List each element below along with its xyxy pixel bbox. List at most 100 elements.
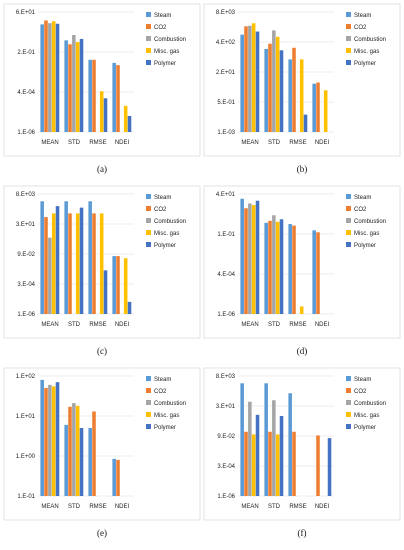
bar-steam-std bbox=[64, 424, 68, 496]
legend-swatch bbox=[346, 24, 351, 29]
bar-misc-gas-std bbox=[75, 42, 80, 132]
legend-entry: Polymer bbox=[154, 61, 176, 67]
bar-steam-ndei bbox=[312, 83, 316, 132]
panel-label: (f) bbox=[298, 528, 307, 538]
legend-swatch bbox=[146, 36, 151, 41]
legend-entry: CO2 bbox=[354, 207, 367, 213]
x-category-label: NDEI bbox=[115, 140, 130, 146]
bar-steam-mean bbox=[240, 34, 244, 132]
y-tick-label: 4.E+01 bbox=[216, 192, 236, 198]
legend-entry: Misc. gas bbox=[354, 231, 379, 237]
legend-entry: Misc. gas bbox=[154, 49, 179, 55]
legend-swatch bbox=[146, 230, 151, 235]
x-category-label: NDEI bbox=[315, 140, 330, 146]
bar-co2-rmse bbox=[292, 47, 296, 132]
legend-entry: CO2 bbox=[154, 389, 167, 395]
x-category-label: STD bbox=[68, 322, 81, 328]
panel-3: 8.E+03 3.E+01 9.E-02 3.E-04 1.E-06 MEAN STD RMS… bbox=[3, 185, 201, 339]
legend-swatch bbox=[346, 388, 351, 393]
legend-entry: Polymer bbox=[154, 243, 176, 249]
bar-polymer-mean bbox=[255, 31, 260, 132]
bar-polymer-mean bbox=[55, 382, 60, 496]
legend-entry: Misc. gas bbox=[154, 413, 179, 419]
legend-entry: Polymer bbox=[354, 243, 376, 249]
x-category-label: STD bbox=[268, 140, 281, 146]
x-category-label: NDEI bbox=[315, 322, 330, 328]
legend-entry: Steam bbox=[354, 377, 371, 383]
panel-label: (b) bbox=[297, 164, 308, 174]
x-category-label: RMSE bbox=[289, 322, 306, 328]
legend-entry: Combustion bbox=[354, 37, 386, 43]
y-tick-label: 9.E-02 bbox=[17, 252, 35, 258]
bar-steam-rmse bbox=[288, 224, 292, 314]
legend-swatch bbox=[146, 194, 151, 199]
bar-steam-ndei bbox=[112, 256, 116, 314]
bar-co2-ndei bbox=[116, 459, 120, 496]
bar-combustion-std bbox=[272, 30, 276, 132]
y-tick-label: 8.E+03 bbox=[216, 10, 236, 16]
bar-co2-ndei bbox=[316, 435, 320, 496]
panel-1: 6.E+01 2.E-01 4.E-04 1.E-06 MEAN STD RMSE NDEI S… bbox=[3, 3, 201, 157]
x-category-label: NDEI bbox=[315, 504, 330, 510]
panel-frame bbox=[203, 367, 401, 521]
y-tick-label: 4.E-04 bbox=[217, 272, 235, 278]
legend-swatch bbox=[346, 400, 351, 405]
panel-frame bbox=[203, 3, 401, 157]
bar-misc-gas-rmse bbox=[299, 59, 304, 133]
bar-steam-std bbox=[64, 201, 68, 314]
legend-swatch bbox=[346, 376, 351, 381]
bar-steam-mean bbox=[40, 379, 44, 496]
bar-co2-std bbox=[68, 213, 72, 314]
x-category-label: STD bbox=[268, 504, 281, 510]
y-tick-label: 4.E+02 bbox=[216, 40, 236, 46]
bar-combustion-mean bbox=[48, 23, 52, 133]
bar-misc-gas-mean bbox=[251, 23, 256, 132]
bar-steam-std bbox=[264, 222, 268, 314]
x-category-label: MEAN bbox=[41, 504, 58, 510]
bar-polymer-std bbox=[79, 207, 84, 314]
bar-co2-mean bbox=[44, 20, 48, 132]
bar-polymer-ndei bbox=[327, 438, 332, 496]
bar-misc-gas-std bbox=[75, 405, 80, 496]
bar-co2-mean bbox=[244, 26, 248, 132]
bar-misc-gas-std bbox=[75, 213, 80, 314]
bar-co2-mean bbox=[244, 431, 248, 496]
y-tick-label: 1.E-01 bbox=[17, 494, 35, 500]
legend-swatch bbox=[346, 48, 351, 53]
legend-swatch bbox=[346, 424, 351, 429]
bar-polymer-ndei bbox=[127, 301, 132, 314]
y-tick-label: 1.E+00 bbox=[16, 454, 36, 460]
legend-swatch bbox=[146, 388, 151, 393]
bar-misc-gas-mean bbox=[51, 21, 56, 132]
y-tick-label: 3.E-04 bbox=[217, 464, 235, 470]
legend-swatch bbox=[146, 206, 151, 211]
bar-misc-gas-mean bbox=[251, 205, 256, 314]
bar-steam-rmse bbox=[88, 201, 92, 314]
legend-swatch bbox=[146, 60, 151, 65]
x-category-label: STD bbox=[68, 140, 81, 146]
bar-combustion-mean bbox=[248, 203, 252, 314]
bar-co2-rmse bbox=[92, 59, 96, 132]
bar-polymer-std bbox=[279, 50, 284, 132]
bar-co2-rmse bbox=[92, 411, 96, 496]
bar-co2-ndei bbox=[316, 232, 320, 314]
legend-swatch bbox=[146, 242, 151, 247]
y-tick-label: 8.E+03 bbox=[16, 192, 36, 198]
x-category-label: NDEI bbox=[115, 504, 130, 510]
legend-swatch bbox=[346, 206, 351, 211]
bar-steam-mean bbox=[40, 201, 44, 314]
bar-steam-ndei bbox=[112, 458, 116, 496]
bar-steam-std bbox=[264, 383, 268, 496]
bar-misc-gas-std bbox=[275, 221, 280, 314]
bar-polymer-rmse bbox=[103, 98, 108, 132]
legend-entry: Misc. gas bbox=[154, 231, 179, 237]
panel-5: 1.E+02 1.E+01 1.E+00 1.E-01 MEAN STD RMSE NDEI S… bbox=[3, 367, 201, 521]
bar-combustion-std bbox=[272, 215, 276, 314]
legend-entry: Steam bbox=[154, 195, 171, 201]
x-category-label: RMSE bbox=[89, 504, 106, 510]
y-tick-label: 5.E-01 bbox=[217, 100, 235, 106]
legend-swatch bbox=[146, 24, 151, 29]
y-tick-label: 4.E-04 bbox=[17, 90, 35, 96]
legend-swatch bbox=[146, 218, 151, 223]
bar-polymer-mean bbox=[255, 414, 260, 496]
